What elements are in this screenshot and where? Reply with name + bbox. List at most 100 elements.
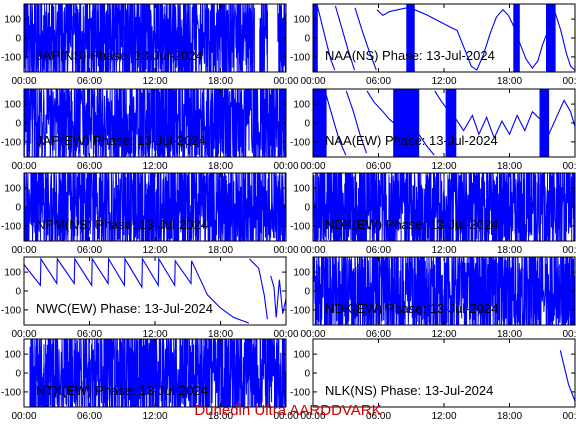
x-tick-label: 12:00 [142,329,167,340]
x-tick-label: 00:00 [300,245,325,256]
x-tick-label: 06:00 [77,411,102,422]
y-tick-label: 0 [15,203,21,214]
y-tick-label: 0 [15,369,21,380]
panel-title: NTX(EW) Phase: 13-Jul-2024 [36,383,208,398]
panel-title: JAP(NS) Phase: 13-Jul-2024 [36,48,203,63]
y-tick-label: 100 [293,184,310,195]
x-tick-label: 06:00 [366,411,391,422]
phase-trace [313,4,575,72]
x-tick-label: 12:00 [431,161,456,172]
y-tick-label: 0 [15,34,21,45]
noisy-trace [24,173,286,241]
y-tick-label: -100 [1,52,21,63]
panel-title: NAA(NS) Phase: 13-Jul-2024 [325,48,495,63]
x-tick-label: 00:00 [11,329,36,340]
phase-trace [24,257,286,324]
x-tick-label: 12:00 [142,245,167,256]
x-tick-label: 18:00 [497,411,522,422]
phase-panel: 100 0 -100 00:00 06:00 12:00 18:00 00:00 NTX(EW)… [1,338,299,422]
x-tick-label: 18:00 [208,329,233,340]
dense-trace-segment [546,4,556,72]
phase-panel: 100 0 -100 00:00 06:00 12:00 18:00 00:00 NDK(EW)… [290,172,576,256]
noisy-trace [313,257,575,325]
x-tick-label: 12:00 [142,76,167,87]
y-tick-label: 0 [304,203,310,214]
x-tick-label: 06:00 [77,76,102,87]
y-tick-label: 0 [304,119,310,130]
x-tick-label: 00:00 [562,76,576,87]
phase-line [316,5,575,71]
phase-trace [313,173,575,241]
panel-title: NPM(NS) Phase: 13-Jul-2024 [36,217,208,232]
data-gap [267,4,278,72]
phase-trace [559,350,575,402]
x-tick-label: 12:00 [142,161,167,172]
x-tick-label: 12:00 [142,411,167,422]
x-tick-label: 00:00 [273,411,298,422]
x-tick-label: 06:00 [366,245,391,256]
panel-title: NDK(EW) Phase: 13-Jul-2024 [325,301,498,316]
x-tick-label: 18:00 [497,76,522,87]
y-tick-label: 100 [293,350,310,361]
y-tick-label: -100 [290,52,310,63]
dense-trace-segment [539,89,550,157]
y-tick-label: -100 [290,305,310,316]
y-tick-label: 0 [304,369,310,380]
phase-panel: 100 0 -100 00:00 06:00 12:00 18:00 00:00 NAA(NS)… [290,3,576,87]
x-tick-label: 00:00 [11,161,36,172]
panel-title: NWC(EW) Phase: 13-Jul-2024 [36,301,213,316]
y-tick-label: 100 [4,184,21,195]
x-tick-label: 00:00 [562,161,576,172]
x-tick-label: 00:00 [300,329,325,340]
x-tick-label: 00:00 [300,411,325,422]
y-tick-label: 100 [4,15,21,26]
y-tick-label: -100 [290,221,310,232]
x-tick-label: 12:00 [431,245,456,256]
dense-trace-segment [406,4,415,72]
x-tick-label: 00:00 [562,411,576,422]
noisy-trace [24,89,286,157]
phase-trace [24,173,286,241]
y-tick-label: 100 [293,100,310,111]
phase-line [559,350,575,402]
x-tick-label: 00:00 [11,411,36,422]
x-tick-label: 06:00 [366,161,391,172]
x-tick-label: 06:00 [77,245,102,256]
phase-trace [24,4,286,72]
x-tick-label: 18:00 [208,245,233,256]
panel-title: NDK(EW) Phase: 13-Jul-2024 [325,217,498,232]
x-tick-label: 06:00 [77,329,102,340]
data-gap [254,4,260,72]
x-tick-label: 18:00 [208,161,233,172]
noisy-trace [24,4,286,72]
x-tick-label: 00:00 [11,76,36,87]
y-tick-label: -100 [1,221,21,232]
y-tick-label: -100 [1,387,21,398]
x-tick-label: 00:00 [273,329,298,340]
phase-line [24,257,286,324]
x-tick-label: 00:00 [562,329,576,340]
x-tick-label: 06:00 [366,76,391,87]
phase-panel: 100 0 -100 00:00 06:00 12:00 18:00 00:00 NAA(EW)… [290,88,576,172]
x-tick-label: 12:00 [431,411,456,422]
phase-panel: 100 0 -100 00:00 06:00 12:00 18:00 00:00 NLK(NS)… [290,338,576,422]
x-tick-label: 00:00 [300,76,325,87]
x-tick-label: 00:00 [562,245,576,256]
phase-panel: 100 0 -100 00:00 06:00 12:00 18:00 00:00 NWC(EW)… [1,256,299,340]
x-tick-label: 00:00 [273,161,298,172]
phase-line [325,90,575,156]
y-tick-label: 100 [293,268,310,279]
phase-panel: 100 0 -100 00:00 06:00 12:00 18:00 00:00 NPM(NS)… [1,172,299,256]
y-tick-label: -100 [1,305,21,316]
phase-panel: 100 0 -100 00:00 06:00 12:00 18:00 00:00 JAP(NS)… [1,3,299,87]
y-tick-label: 100 [293,15,310,26]
y-tick-label: 0 [15,119,21,130]
phase-panel: 100 0 -100 00:00 06:00 12:00 18:00 00:00 NDK(EW)… [290,256,576,340]
phase-trace [24,89,286,157]
y-tick-label: 100 [4,268,21,279]
y-tick-label: 100 [4,350,21,361]
panel-title: NAA(EW) Phase: 13-Jul-2024 [325,133,498,148]
y-tick-label: 0 [15,287,21,298]
y-tick-label: -100 [290,137,310,148]
